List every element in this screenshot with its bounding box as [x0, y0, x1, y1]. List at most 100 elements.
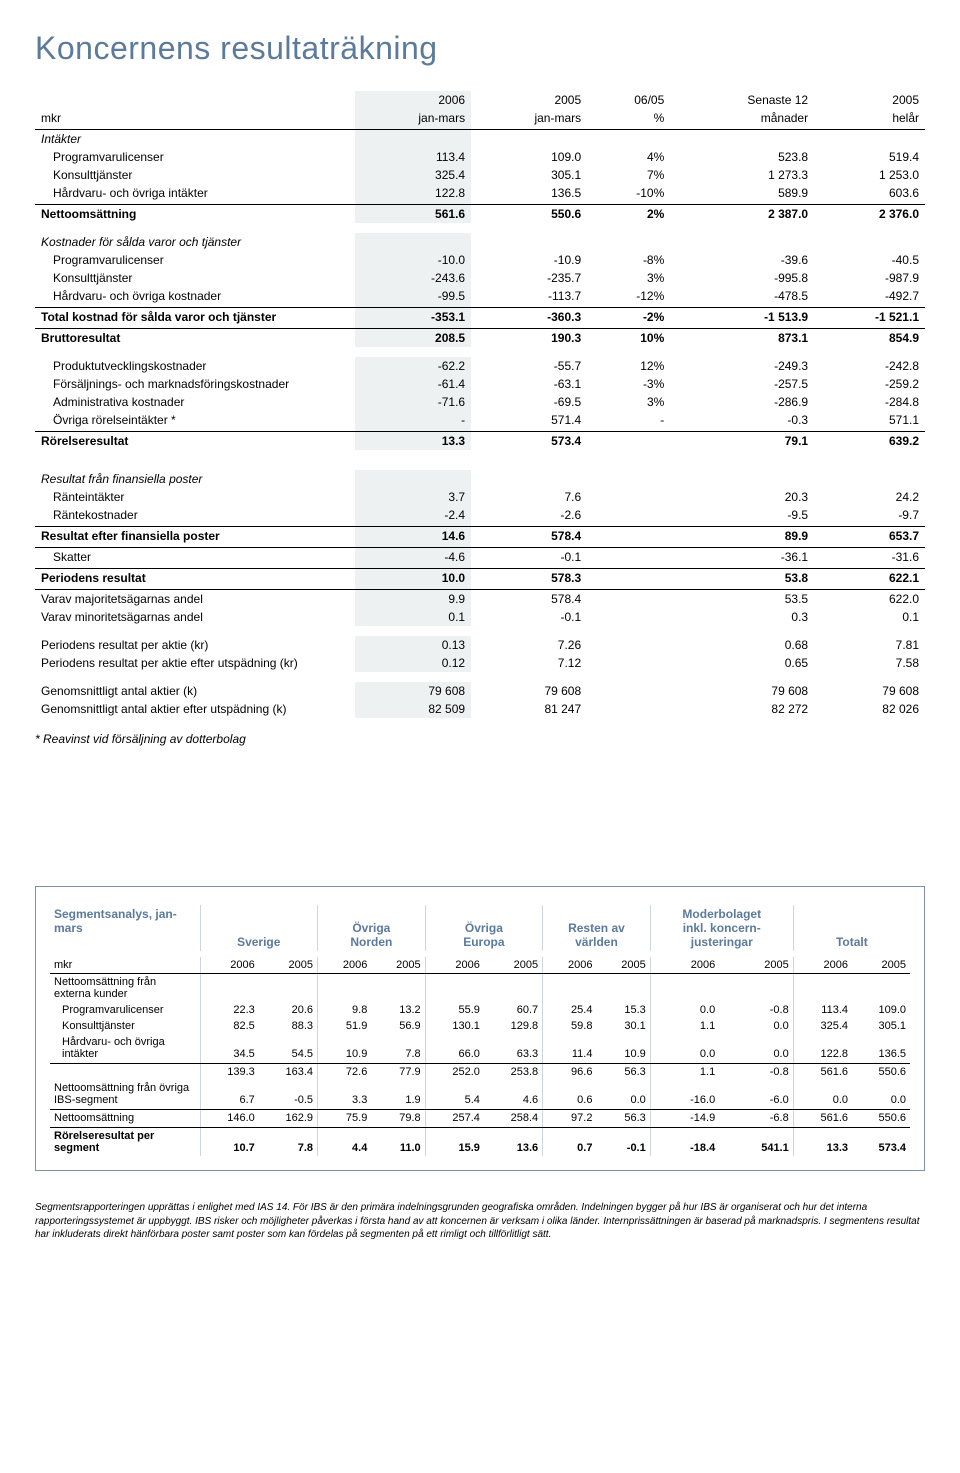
row-label: Varav majoritetsägarnas andel — [35, 590, 355, 609]
row-label: Varav minoritetsägarnas andel — [35, 608, 355, 626]
cell — [587, 506, 670, 527]
cell: 589.9 — [670, 184, 814, 205]
cell: 208.5 — [355, 329, 471, 348]
seg-cell: 573.4 — [852, 1128, 910, 1157]
seg-cell: 109.0 — [852, 1002, 910, 1018]
seg-cell: 258.4 — [484, 1110, 543, 1128]
seg-row-label: Hårdvaru- och övriga intäkter — [50, 1034, 200, 1064]
cell — [587, 682, 670, 700]
seg-cell: 252.0 — [425, 1064, 484, 1081]
seg-row-label: Programvarulicenser — [50, 1002, 200, 1018]
row-label: Periodens resultat per aktie efter utspä… — [35, 654, 355, 672]
seg-cell: 253.8 — [484, 1064, 543, 1081]
seg-cell: 113.4 — [793, 1002, 852, 1018]
cell: - — [587, 411, 670, 432]
cell: 571.4 — [471, 411, 587, 432]
cell — [587, 636, 670, 654]
seg-cell — [371, 974, 425, 1003]
year-header: 2006 — [543, 957, 597, 974]
seg-cell: 56.9 — [371, 1018, 425, 1034]
col-subheader: jan-mars — [471, 109, 587, 130]
seg-cell: 77.9 — [371, 1064, 425, 1081]
seg-row-label: Nettoomsättning från externa kunder — [50, 974, 200, 1003]
seg-cell: -18.4 — [650, 1128, 719, 1157]
row-label: Konsulttjänster — [35, 166, 355, 184]
cell: -63.1 — [471, 375, 587, 393]
cell: 0.1 — [814, 608, 925, 626]
cell: 14.6 — [355, 527, 471, 548]
cell: 4% — [587, 148, 670, 166]
row-label: Försäljnings- och marknadsföringskostnad… — [35, 375, 355, 393]
cell: -10.0 — [355, 251, 471, 269]
cell: 10% — [587, 329, 670, 348]
seg-cell — [596, 974, 650, 1003]
col-subheader: månader — [670, 109, 814, 130]
seg-cell: 7.8 — [259, 1128, 318, 1157]
cell: 7% — [587, 166, 670, 184]
cell: 2% — [587, 205, 670, 224]
segment-group: Moderbolagetinkl. koncern-justeringar — [650, 905, 793, 951]
row-label: Räntekostnader — [35, 506, 355, 527]
seg-cell: 13.2 — [371, 1002, 425, 1018]
cell: 873.1 — [670, 329, 814, 348]
cell — [587, 548, 670, 569]
cell: 603.6 — [814, 184, 925, 205]
seg-cell — [425, 974, 484, 1003]
seg-cell: 82.5 — [200, 1018, 259, 1034]
cell: -4.6 — [355, 548, 471, 569]
cell — [587, 527, 670, 548]
seg-cell: 162.9 — [259, 1110, 318, 1128]
cell: -55.7 — [471, 357, 587, 375]
cell: -0.1 — [471, 608, 587, 626]
seg-cell: 51.9 — [318, 1018, 372, 1034]
seg-cell — [200, 974, 259, 1003]
seg-cell: 97.2 — [543, 1110, 597, 1128]
cell: 10.0 — [355, 569, 471, 590]
seg-cell: 34.5 — [200, 1034, 259, 1064]
seg-cell: 550.6 — [852, 1110, 910, 1128]
seg-cell: 30.1 — [596, 1018, 650, 1034]
cell: 7.12 — [471, 654, 587, 672]
seg-cell: 63.3 — [484, 1034, 543, 1064]
seg-cell: 0.0 — [852, 1080, 910, 1110]
cell: 82 026 — [814, 700, 925, 718]
seg-cell: 79.8 — [371, 1110, 425, 1128]
row-label: Kostnader för sålda varor och tjänster — [35, 233, 355, 251]
cell: 7.26 — [471, 636, 587, 654]
cell: 12% — [587, 357, 670, 375]
seg-cell: 163.4 — [259, 1064, 318, 1081]
seg-cell: 15.9 — [425, 1128, 484, 1157]
seg-cell: -0.8 — [719, 1064, 793, 1081]
seg-cell: 4.6 — [484, 1080, 543, 1110]
col-header: 2005 — [471, 91, 587, 109]
seg-cell: 72.6 — [318, 1064, 372, 1081]
col-subheader: % — [587, 109, 670, 130]
seg-cell: 13.6 — [484, 1128, 543, 1157]
cell: -259.2 — [814, 375, 925, 393]
seg-cell: -16.0 — [650, 1080, 719, 1110]
cell: -10% — [587, 184, 670, 205]
cell: -10.9 — [471, 251, 587, 269]
cell: 325.4 — [355, 166, 471, 184]
seg-cell: 13.3 — [793, 1128, 852, 1157]
cell: 523.8 — [670, 148, 814, 166]
segment-group: ÖvrigaNorden — [318, 905, 426, 951]
cell: 0.65 — [670, 654, 814, 672]
seg-cell: 139.3 — [200, 1064, 259, 1081]
segment-analysis-box: Segmentsanalys, jan-marsSverigeÖvrigaNor… — [35, 886, 925, 1171]
seg-cell: 88.3 — [259, 1018, 318, 1034]
seg-row-label: Konsulttjänster — [50, 1018, 200, 1034]
cell: 109.0 — [471, 148, 587, 166]
cell: 136.5 — [471, 184, 587, 205]
cell: 79 608 — [355, 682, 471, 700]
cell — [587, 569, 670, 590]
cell: 639.2 — [814, 432, 925, 451]
page-title: Koncernens resultaträkning — [35, 30, 925, 67]
year-header: 2006 — [425, 957, 484, 974]
cell: 578.4 — [471, 590, 587, 609]
cell: 53.5 — [670, 590, 814, 609]
year-header: 2005 — [596, 957, 650, 974]
cell: -284.8 — [814, 393, 925, 411]
seg-cell: 1.1 — [650, 1064, 719, 1081]
footnote-segment: Segmentsrapporteringen upprättas i enlig… — [35, 1201, 925, 1242]
